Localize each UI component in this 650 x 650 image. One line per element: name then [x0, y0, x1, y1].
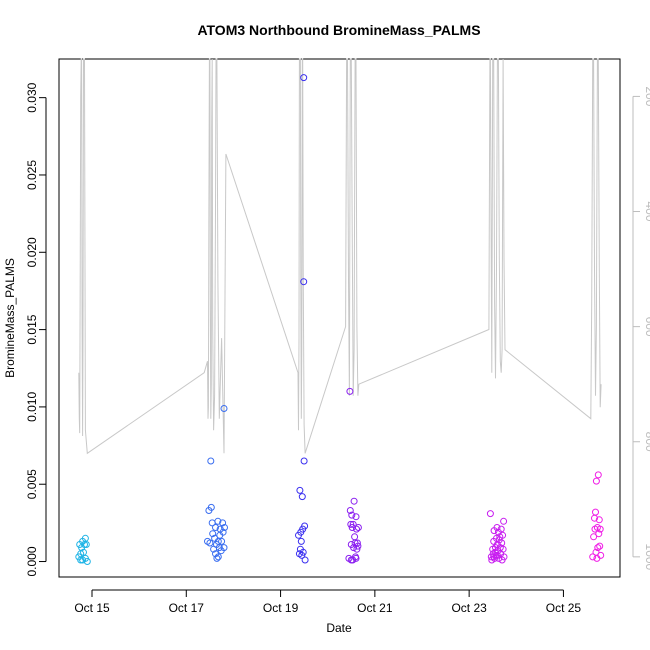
data-point	[206, 539, 214, 547]
data-point	[353, 525, 360, 533]
y2-tick-label: 200	[643, 86, 650, 106]
x-tick-label: Oct 15	[74, 601, 110, 615]
data-point	[221, 524, 228, 531]
x-axis: Oct 15 Oct 17 Oct 19 Oct 21 Oct 23 Oct 25	[74, 589, 582, 615]
data-point	[486, 510, 494, 518]
data-point	[499, 531, 507, 539]
data-point	[594, 471, 602, 479]
data-point	[352, 513, 360, 521]
data-point	[207, 457, 215, 465]
data-point	[353, 539, 361, 547]
data-point	[300, 278, 308, 286]
data-point	[80, 548, 87, 556]
data-point	[596, 525, 604, 533]
x-tick-label: Oct 19	[263, 601, 299, 615]
data-point	[348, 511, 356, 519]
y-axis: 0.000 0.005 0.010 0.015 0.020 0.025 0.030	[25, 82, 47, 577]
data-point	[301, 522, 309, 530]
data-point	[589, 553, 597, 561]
y-tick-label: 0.010	[25, 392, 39, 422]
pressure-trace-layer	[78, 58, 602, 455]
y2-axis: 200 400 600 800 1000	[632, 86, 650, 571]
y2-tick-label: 600	[643, 317, 650, 337]
y-axis-label: BromineMass_PALMS	[3, 258, 17, 378]
x-tick-label: Oct 17	[169, 601, 205, 615]
data-point	[346, 387, 354, 395]
data-point	[351, 533, 359, 541]
data-point	[499, 545, 507, 553]
y-tick-label: 0.020	[25, 237, 39, 267]
y2-tick-label: 1000	[643, 544, 650, 571]
data-point	[594, 544, 602, 552]
data-point	[219, 528, 227, 536]
y-tick-label: 0.015	[25, 314, 39, 344]
data-point	[212, 524, 219, 531]
x-tick-label: Oct 21	[357, 601, 393, 615]
data-point	[213, 554, 221, 562]
data-point	[214, 553, 222, 561]
y-tick-label: 0.005	[25, 469, 39, 499]
data-point	[296, 486, 304, 494]
data-point	[207, 503, 215, 511]
pressure-trace-line	[78, 58, 602, 455]
data-point	[595, 530, 603, 538]
y2-tick-label: 800	[643, 432, 650, 452]
data-point	[77, 556, 85, 564]
data-point	[354, 524, 362, 531]
data-point	[219, 519, 227, 527]
data-point	[299, 548, 307, 556]
data-point	[592, 477, 600, 485]
data-point	[209, 530, 217, 538]
y2-tick-label: 400	[643, 201, 650, 221]
data-point	[596, 542, 604, 550]
data-point	[347, 556, 355, 564]
data-point	[595, 516, 603, 524]
data-point	[597, 551, 605, 559]
data-point	[350, 544, 358, 552]
data-point	[500, 517, 508, 525]
data-point	[81, 534, 89, 542]
data-point	[220, 405, 228, 412]
data-point	[490, 553, 498, 561]
plot-frame	[58, 58, 621, 578]
data-point	[349, 520, 357, 528]
x-axis-label: Date	[326, 621, 352, 635]
data-point	[350, 497, 358, 505]
data-point	[300, 74, 308, 82]
data-point	[300, 457, 308, 465]
y-tick-label: 0.025	[25, 160, 39, 190]
data-point	[590, 533, 598, 541]
data-point	[298, 493, 306, 501]
data-point	[214, 517, 222, 525]
data-point	[346, 507, 354, 514]
data-point	[500, 553, 508, 561]
x-tick-label: Oct 23	[451, 601, 487, 615]
data-point	[220, 544, 228, 552]
y-tick-label: 0.000	[25, 546, 39, 576]
data-point	[493, 551, 501, 559]
data-point	[83, 558, 91, 565]
x-tick-label: Oct 25	[546, 601, 582, 615]
data-points-layer	[75, 74, 605, 565]
chart-title: ATOM3 Northbound BromineMass_PALMS	[197, 22, 480, 38]
data-point	[218, 537, 226, 545]
data-point	[493, 524, 501, 531]
y-tick-label: 0.030	[25, 82, 39, 112]
data-point	[592, 508, 599, 516]
data-point	[301, 556, 309, 564]
data-point	[352, 554, 360, 562]
data-point	[354, 542, 362, 550]
data-point	[297, 537, 305, 545]
